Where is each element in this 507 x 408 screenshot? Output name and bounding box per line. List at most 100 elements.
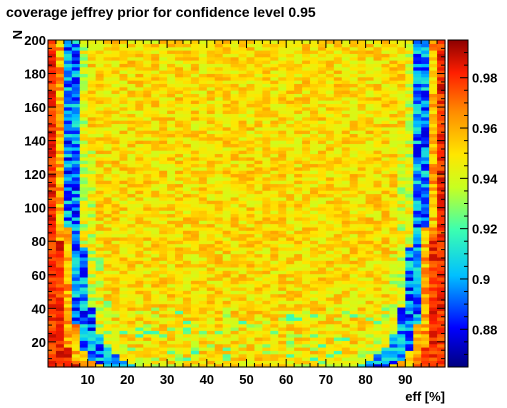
heatmap-cell xyxy=(381,256,391,261)
heatmap-cell xyxy=(222,336,232,341)
heatmap-cell xyxy=(127,210,136,215)
heatmap-cell xyxy=(286,230,295,235)
heatmap-cell xyxy=(278,163,287,168)
heatmap-cell xyxy=(71,73,81,78)
heatmap-cell xyxy=(119,40,128,44)
heatmap-cell xyxy=(214,106,224,111)
heatmap-cell xyxy=(389,73,398,78)
heatmap-cell xyxy=(278,110,287,115)
heatmap-cell xyxy=(357,320,367,325)
heatmap-cell xyxy=(333,76,343,81)
heatmap-cell xyxy=(182,340,192,345)
heatmap-cell xyxy=(55,220,65,225)
heatmap-cell xyxy=(151,173,160,178)
heatmap-cell xyxy=(373,203,383,208)
heatmap-cell xyxy=(262,40,271,44)
heatmap-cell xyxy=(437,196,446,201)
heatmap-cell xyxy=(143,243,152,248)
heatmap-cell xyxy=(167,280,176,285)
heatmap-cell xyxy=(246,40,256,44)
heatmap-cell xyxy=(286,350,295,355)
heatmap-cell xyxy=(270,213,279,218)
heatmap-cell xyxy=(429,213,438,218)
heatmap-cell xyxy=(294,80,303,84)
heatmap-cell xyxy=(270,176,279,181)
heatmap-cell xyxy=(63,183,73,188)
heatmap-cell xyxy=(198,363,208,368)
heatmap-cell xyxy=(103,186,113,191)
heatmap-cell xyxy=(397,183,406,188)
heatmap-cell xyxy=(278,80,287,84)
heatmap-cell xyxy=(389,76,398,81)
heatmap-cell xyxy=(214,183,224,188)
heatmap-cell xyxy=(286,40,295,44)
heatmap-cell xyxy=(175,306,184,311)
heatmap-cell xyxy=(103,280,113,285)
heatmap-cell xyxy=(389,243,398,248)
heatmap-cell xyxy=(190,193,200,198)
heatmap-cell xyxy=(405,230,414,235)
heatmap-cell xyxy=(151,220,160,225)
heatmap-cell xyxy=(389,173,398,178)
heatmap-cell xyxy=(135,330,144,335)
heatmap-cell xyxy=(437,200,446,205)
heatmap-cell xyxy=(421,40,430,44)
heatmap-cell xyxy=(341,140,351,145)
heatmap-cell xyxy=(79,100,89,104)
heatmap-cell xyxy=(63,150,73,155)
heatmap-cell xyxy=(119,280,128,285)
heatmap-cell xyxy=(182,236,192,241)
heatmap-cell xyxy=(95,73,105,78)
heatmap-cell xyxy=(349,330,359,335)
heatmap-cell xyxy=(413,200,422,205)
heatmap-cell xyxy=(397,310,406,315)
heatmap-cell xyxy=(437,126,446,131)
heatmap-cell xyxy=(63,276,73,281)
heatmap-cell xyxy=(48,56,57,61)
heatmap-cell xyxy=(286,180,295,185)
heatmap-cell xyxy=(429,56,438,61)
heatmap-cell xyxy=(317,333,327,338)
heatmap-cell xyxy=(238,103,248,108)
heatmap-cell xyxy=(365,356,375,361)
heatmap-cell xyxy=(381,120,391,125)
heatmap-cell xyxy=(333,293,343,298)
heatmap-cell xyxy=(246,230,256,235)
heatmap-cell xyxy=(381,176,391,181)
heatmap-cell xyxy=(365,83,375,88)
heatmap-cell xyxy=(79,130,89,135)
heatmap-cell xyxy=(341,180,351,185)
heatmap-cell xyxy=(127,240,136,245)
heatmap-cell xyxy=(405,346,414,351)
heatmap-cell xyxy=(294,143,303,148)
heatmap-cell xyxy=(294,363,303,368)
heatmap-cell xyxy=(167,273,176,278)
heatmap-cell xyxy=(63,330,73,335)
heatmap-cell xyxy=(151,336,160,341)
heatmap-cell xyxy=(302,346,311,351)
heatmap-cell xyxy=(397,243,406,248)
heatmap-cell xyxy=(254,186,263,191)
heatmap-cell xyxy=(286,286,295,291)
heatmap-cell xyxy=(135,130,144,135)
heatmap-cell xyxy=(389,63,398,68)
heatmap-cell xyxy=(119,173,128,178)
heatmap-cell xyxy=(214,360,224,365)
heatmap-cell xyxy=(230,256,240,261)
heatmap-cell xyxy=(341,250,351,255)
heatmap-cell xyxy=(55,313,65,318)
heatmap-cell xyxy=(270,246,279,251)
heatmap-cell xyxy=(159,210,168,215)
heatmap-cell xyxy=(55,286,65,291)
heatmap-cell xyxy=(63,173,73,178)
heatmap-cell xyxy=(95,180,105,185)
heatmap-cell xyxy=(167,266,176,271)
heatmap-cell xyxy=(79,106,89,111)
heatmap-cell xyxy=(71,103,81,108)
heatmap-cell xyxy=(310,66,319,71)
heatmap-cell xyxy=(127,303,136,308)
heatmap-cell xyxy=(357,303,367,308)
heatmap-cell xyxy=(381,166,391,171)
heatmap-cell xyxy=(143,140,152,145)
heatmap-cell xyxy=(167,306,176,311)
